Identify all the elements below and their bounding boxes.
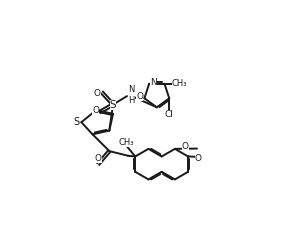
Text: N: N <box>151 78 157 87</box>
Text: O: O <box>92 106 99 115</box>
Text: Cl: Cl <box>165 110 174 119</box>
Text: S: S <box>74 117 80 127</box>
Text: O: O <box>94 89 101 98</box>
Text: N
H: N H <box>129 85 135 105</box>
Text: O: O <box>95 154 102 163</box>
Text: CH₃: CH₃ <box>118 138 134 147</box>
Text: O: O <box>136 92 143 101</box>
Text: S: S <box>110 99 116 110</box>
Text: CH₃: CH₃ <box>172 79 187 88</box>
Text: O: O <box>182 143 188 151</box>
Text: O: O <box>195 154 202 163</box>
